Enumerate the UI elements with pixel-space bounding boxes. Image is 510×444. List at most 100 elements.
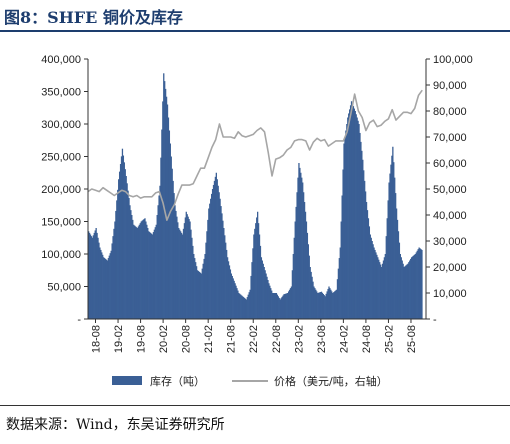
inventory-bar xyxy=(122,155,125,319)
inventory-bar xyxy=(118,179,120,319)
inventory-bar xyxy=(303,202,306,319)
inventory-bar xyxy=(153,229,156,320)
inventory-bar xyxy=(283,294,285,319)
inventory-bar xyxy=(111,243,113,319)
inventory-bar xyxy=(146,224,148,319)
right-tick-label: 70,000 xyxy=(433,132,467,144)
inventory-bar xyxy=(161,129,163,319)
inventory-bars xyxy=(88,73,423,320)
inventory-bar xyxy=(390,164,392,320)
inventory-bar xyxy=(149,232,152,320)
inventory-bar xyxy=(152,232,155,319)
inventory-bar xyxy=(297,177,299,320)
inventory-bar xyxy=(244,298,247,319)
inventory-bar xyxy=(232,278,234,320)
x-tick-label: 18-08 xyxy=(91,325,103,353)
inventory-bar xyxy=(195,266,198,319)
inventory-bar xyxy=(284,293,286,319)
right-tick-label: 90,000 xyxy=(433,80,467,92)
inventory-bar xyxy=(289,288,292,320)
inventory-bar xyxy=(349,105,352,319)
left-tick-label: 400,000 xyxy=(41,54,81,66)
inventory-bar xyxy=(351,103,354,319)
inventory-bar xyxy=(214,176,217,319)
inventory-bar xyxy=(154,227,156,319)
inventory-bar xyxy=(337,268,340,320)
right-tick-label: 30,000 xyxy=(433,236,467,248)
x-tick-label: 22-02 xyxy=(248,325,260,353)
inventory-bar xyxy=(134,225,136,319)
inventory-bar xyxy=(418,247,420,319)
inventory-bar xyxy=(275,293,278,319)
inventory-bar xyxy=(272,293,275,319)
inventory-bar xyxy=(130,210,132,320)
x-tick-label: 20-02 xyxy=(158,325,170,353)
inventory-bar xyxy=(280,298,282,319)
inventory-bar xyxy=(136,228,139,319)
right-tick-label: 60,000 xyxy=(433,158,467,170)
inventory-bar xyxy=(355,114,357,319)
left-tick-label: 300,000 xyxy=(41,119,81,131)
inventory-bar xyxy=(236,288,238,320)
inventory-bar xyxy=(408,262,410,320)
source-note: 数据来源：Wind，东吴证券研究所 xyxy=(6,417,225,433)
inventory-bar xyxy=(230,273,232,319)
inventory-bar xyxy=(243,297,246,320)
inventory-bar xyxy=(353,108,355,319)
inventory-bar xyxy=(296,192,298,319)
inventory-bar xyxy=(245,299,248,319)
inventory-bar xyxy=(334,290,337,319)
inventory-bar xyxy=(199,272,202,319)
inventory-bar xyxy=(212,184,215,319)
inventory-bar xyxy=(183,223,186,320)
inventory-bar xyxy=(192,245,194,320)
x-tick-label: 21-08 xyxy=(226,325,238,353)
inventory-bar xyxy=(269,285,271,319)
inventory-bar xyxy=(182,228,185,319)
inventory-bar xyxy=(407,263,409,319)
inventory-bar xyxy=(188,219,190,319)
inventory-bar xyxy=(413,254,416,319)
price-line-path xyxy=(87,89,423,221)
inventory-bar xyxy=(239,293,241,319)
inventory-bar xyxy=(323,295,325,319)
inventory-bar xyxy=(276,294,279,320)
inventory-bar xyxy=(412,255,415,320)
inventory-bar xyxy=(333,292,335,319)
inventory-bar xyxy=(379,262,381,320)
inventory-bar xyxy=(348,113,350,319)
inventory-bar xyxy=(170,156,172,319)
inventory-bar xyxy=(247,294,249,320)
inventory-bar xyxy=(139,223,141,320)
inventory-bar xyxy=(391,155,393,319)
inventory-bar xyxy=(137,226,140,320)
inventory-bar xyxy=(374,249,376,319)
inventory-bar xyxy=(288,289,291,319)
inventory-bar xyxy=(180,231,182,319)
inventory-bar xyxy=(117,189,119,319)
inventory-bar xyxy=(219,198,221,319)
inventory-bar xyxy=(347,117,349,319)
inventory-bar xyxy=(292,254,294,319)
inventory-bar xyxy=(259,245,262,320)
inventory-bar xyxy=(166,104,169,319)
inventory-bar xyxy=(388,182,390,319)
inventory-bar xyxy=(282,295,284,319)
inventory-bar xyxy=(158,195,160,319)
inventory-bar xyxy=(213,180,216,320)
inventory-bar xyxy=(404,266,406,319)
footer-rule xyxy=(0,405,510,406)
inventory-bar xyxy=(150,233,153,319)
inventory-bar xyxy=(134,226,137,320)
inventory-bar xyxy=(332,293,334,319)
inventory-bar xyxy=(324,296,326,319)
inventory-bar xyxy=(194,258,196,319)
inventory-bar xyxy=(206,231,208,319)
inventory-bar xyxy=(88,231,90,319)
inventory-bar xyxy=(321,292,324,319)
inventory-bar xyxy=(349,109,351,320)
inventory-bar xyxy=(99,247,101,319)
inventory-bar xyxy=(143,219,145,319)
inventory-bar xyxy=(120,156,123,319)
inventory-bar xyxy=(371,241,373,319)
